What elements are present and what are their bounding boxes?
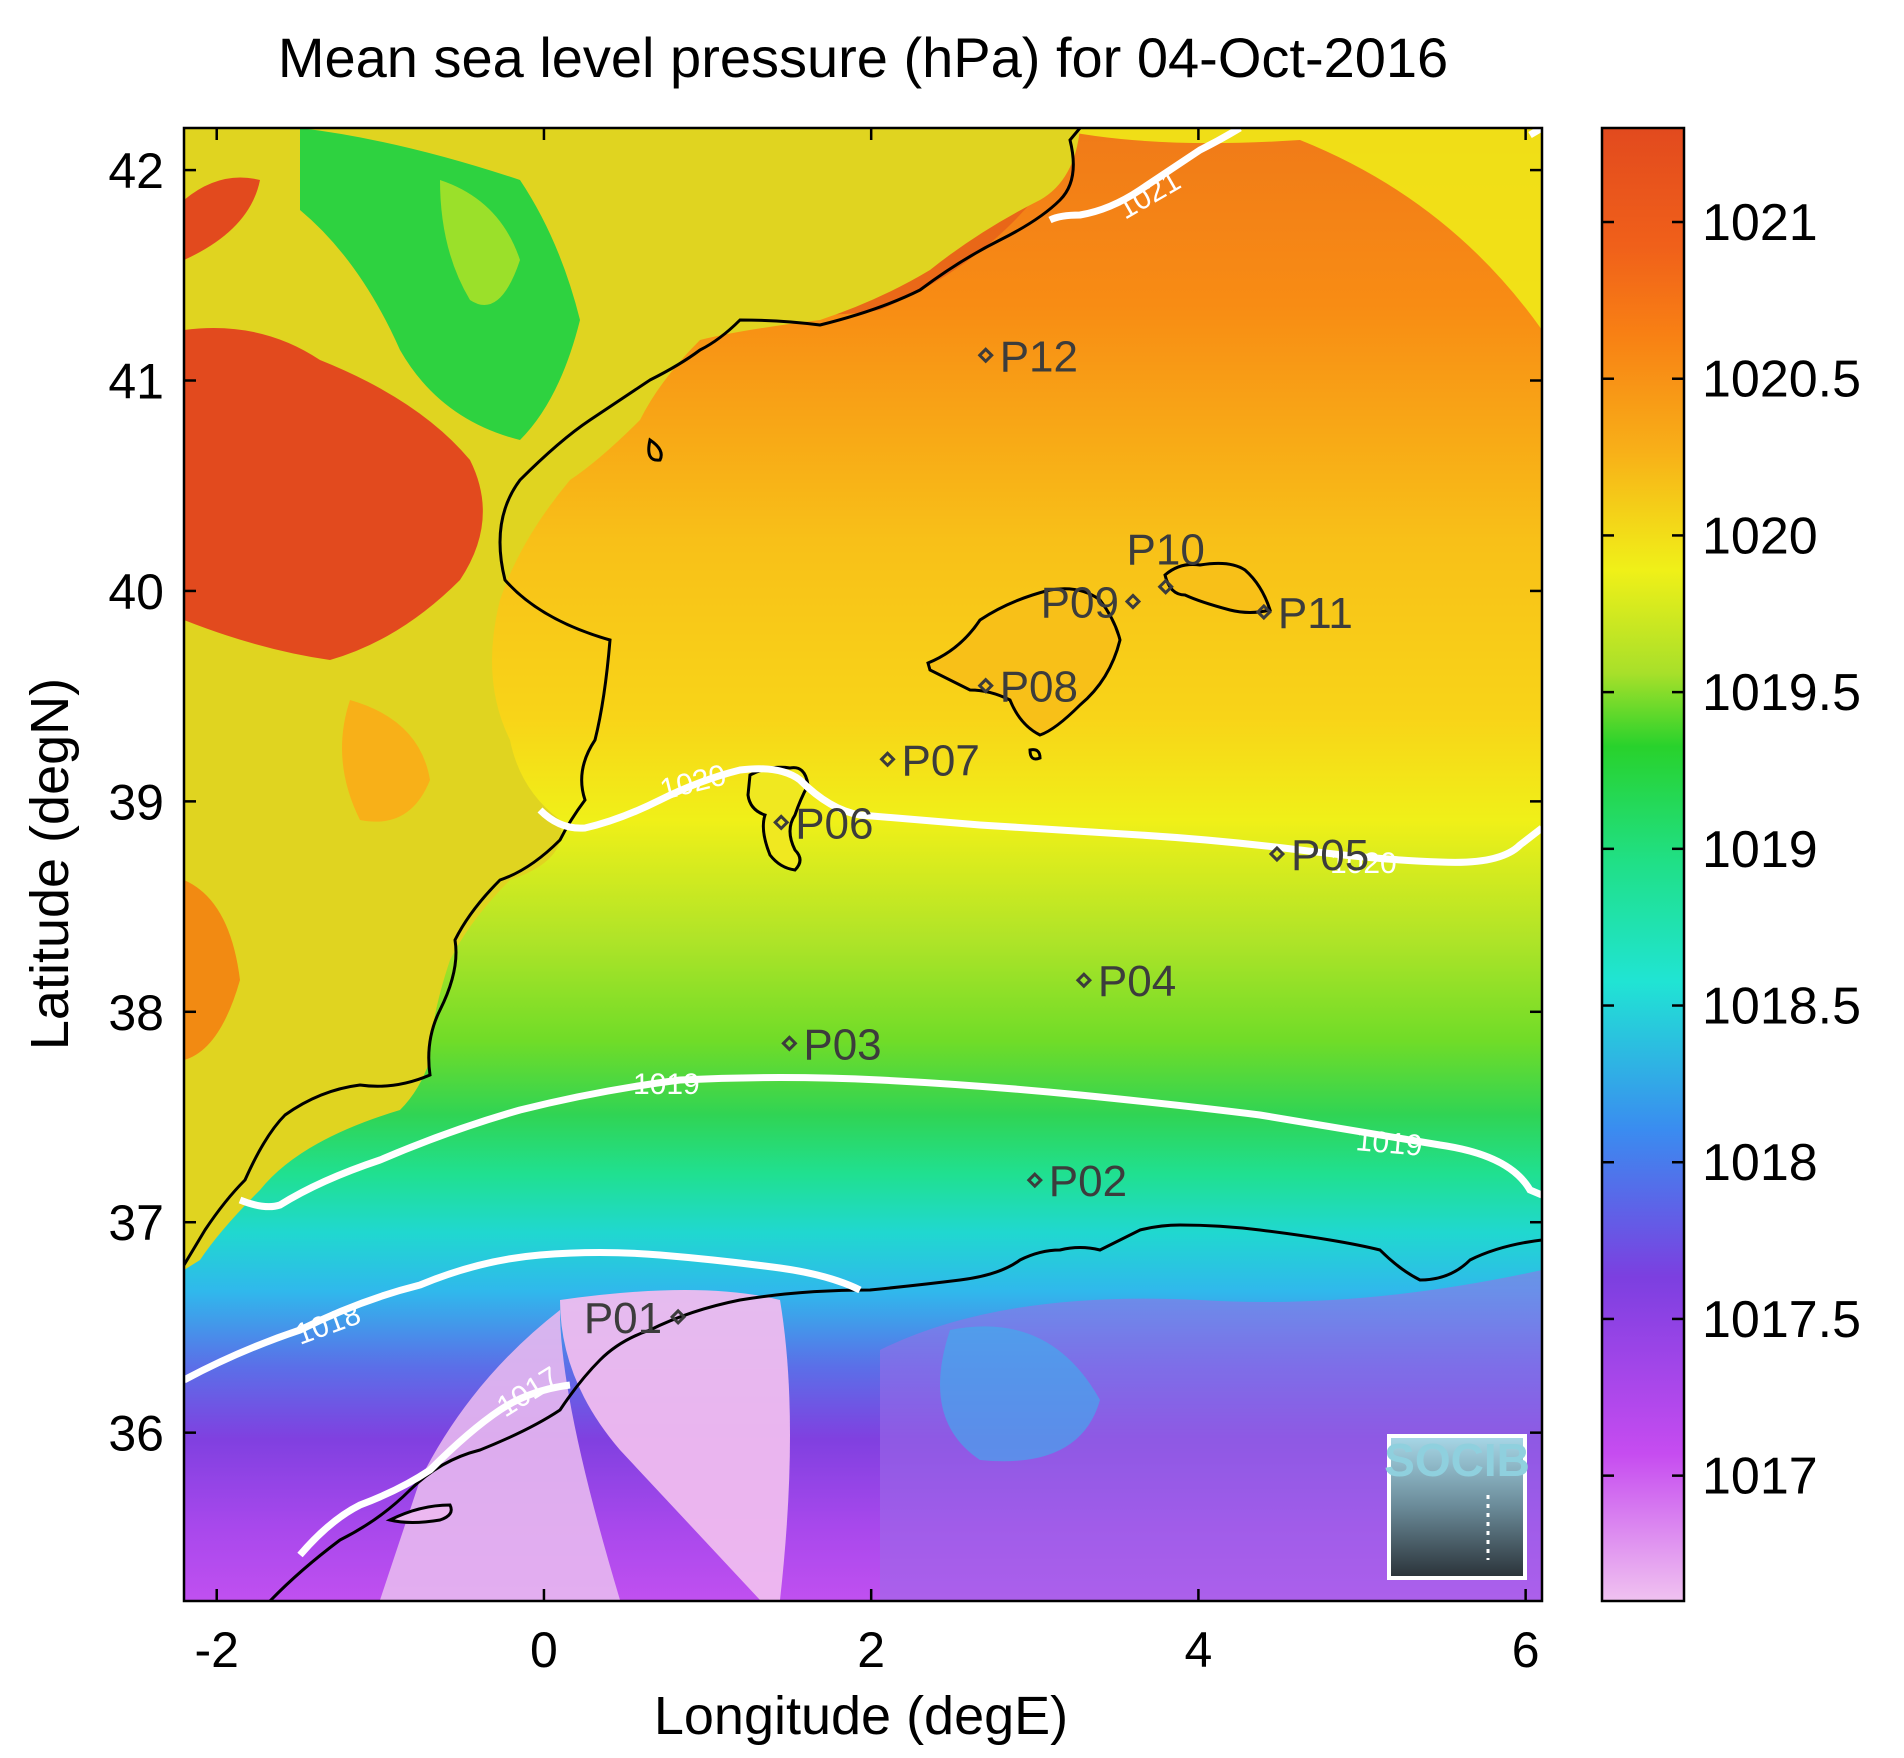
x-tick-label: 2 xyxy=(857,1622,885,1678)
coastline-alboran-islet xyxy=(385,1503,453,1524)
station-marker xyxy=(977,347,994,364)
map-frame xyxy=(182,126,1544,1603)
station-label: P02 xyxy=(1049,1157,1127,1206)
coastline-north-africa xyxy=(268,1223,1542,1601)
station-label: P04 xyxy=(1098,957,1176,1006)
x-tick-label: 0 xyxy=(530,1622,558,1678)
colorbar-tick-label: 1019 xyxy=(1702,821,1818,879)
contour-label-1019-b: 1019 xyxy=(1354,1124,1423,1163)
pressure-field-ne-high xyxy=(1050,128,1542,330)
coastline-iberia xyxy=(184,128,1082,1266)
contour-label-1019-a: 1019 xyxy=(633,1068,700,1101)
station-marker xyxy=(1124,593,1142,610)
colorbar-ticks: 1021 1020.5 1020 1019.5 1019 1018.5 1018 1017.5… xyxy=(1602,194,1861,1506)
station-label: P08 xyxy=(1000,663,1078,712)
pressure-field-africa-patch xyxy=(940,1326,1100,1462)
colorbar-tick-label: 1017.5 xyxy=(1702,1291,1861,1349)
coastline-cabrera xyxy=(1028,748,1042,761)
colorbar: 1021 1020.5 1020 1019.5 1019 1018.5 1018 1017.5… xyxy=(1600,126,1861,1603)
chart-title: Mean sea level pressure (hPa) for 04-Oct… xyxy=(278,26,1448,89)
station-marker xyxy=(1026,1172,1043,1189)
iberia-high-ne-patch xyxy=(184,177,260,260)
station-label: P12 xyxy=(1000,332,1078,381)
station-label: P06 xyxy=(795,799,873,848)
colorbar-tick-label: 1019.5 xyxy=(1702,664,1861,722)
iberia-green-low xyxy=(300,128,580,440)
pressure-field-africa-low xyxy=(560,1290,790,1600)
contour-label-1020-b: 1020 xyxy=(1330,847,1397,880)
y-tick-label: 37 xyxy=(108,1195,164,1251)
station-marker xyxy=(773,814,790,831)
station-marker xyxy=(977,677,994,694)
y-tick-label: 36 xyxy=(108,1406,164,1462)
station-marker xyxy=(1075,972,1093,989)
y-tick-label: 40 xyxy=(108,564,164,620)
contour-line-1020 xyxy=(537,765,1542,866)
station-label: P09 xyxy=(1041,578,1119,627)
iberia-meseta-high xyxy=(184,328,483,660)
colorbar-tick-label: 1017 xyxy=(1702,1448,1818,1506)
colorbar-gradient xyxy=(1600,126,1686,1603)
contour-line-1019 xyxy=(238,1074,1542,1211)
y-tick-label: 38 xyxy=(108,985,164,1041)
contour-line-1017 xyxy=(297,1381,571,1558)
y-axis-ticks: 36 37 38 39 40 41 42 xyxy=(108,143,1542,1462)
coastline-menorca xyxy=(1163,561,1272,614)
colorbar-tick-label: 1020.5 xyxy=(1702,351,1861,409)
x-tick-label: 4 xyxy=(1185,1622,1213,1678)
coastline-mallorca xyxy=(926,587,1122,737)
x-axis-ticks: -2 0 2 4 6 xyxy=(194,128,1540,1678)
coastline-ebro-delta xyxy=(647,437,663,462)
station-label: P07 xyxy=(902,736,980,785)
colorbar-tick-label: 1018.5 xyxy=(1702,978,1861,1036)
contour-line-1018 xyxy=(184,1249,862,1384)
station-label: P03 xyxy=(803,1020,881,1069)
station-marker xyxy=(781,1035,798,1052)
station-marker xyxy=(1157,578,1174,595)
y-tick-label: 42 xyxy=(108,143,164,199)
colorbar-tick-label: 1020 xyxy=(1702,507,1818,565)
x-tick-label: -2 xyxy=(194,1622,238,1678)
x-axis-label: Longitude (degE) xyxy=(654,1686,1068,1746)
map-panel: 1017 1018 1019 1019 1020 1020 1021 P01P0… xyxy=(184,128,1542,1601)
iberia-green-light xyxy=(440,180,520,305)
station-label: P11 xyxy=(1278,589,1353,638)
station-label: P01 xyxy=(584,1294,662,1343)
socib-logo-box xyxy=(1387,1434,1527,1580)
station-marker xyxy=(879,751,896,768)
station-label: P05 xyxy=(1291,831,1369,880)
colorbar-tick-label: 1021 xyxy=(1702,194,1818,252)
station-label: P10 xyxy=(1127,526,1205,575)
x-tick-label: 6 xyxy=(1512,1622,1540,1678)
station-marker xyxy=(1255,603,1272,621)
socib-logo-text: SOCIB xyxy=(1384,1434,1530,1486)
pressure-field-africa-low-2 xyxy=(380,1310,620,1600)
station-marker xyxy=(669,1308,687,1326)
y-axis-label: Latitude (degN) xyxy=(20,678,80,1050)
colorbar-tick-label: 1018 xyxy=(1702,1134,1818,1192)
iberia-south-orange xyxy=(184,880,240,1060)
station-marker xyxy=(1268,845,1286,863)
iberia-orange-patch xyxy=(342,700,430,822)
y-tick-label: 39 xyxy=(108,774,164,830)
y-tick-label: 41 xyxy=(108,354,164,410)
socib-logo: SOCIB xyxy=(1384,1434,1530,1580)
